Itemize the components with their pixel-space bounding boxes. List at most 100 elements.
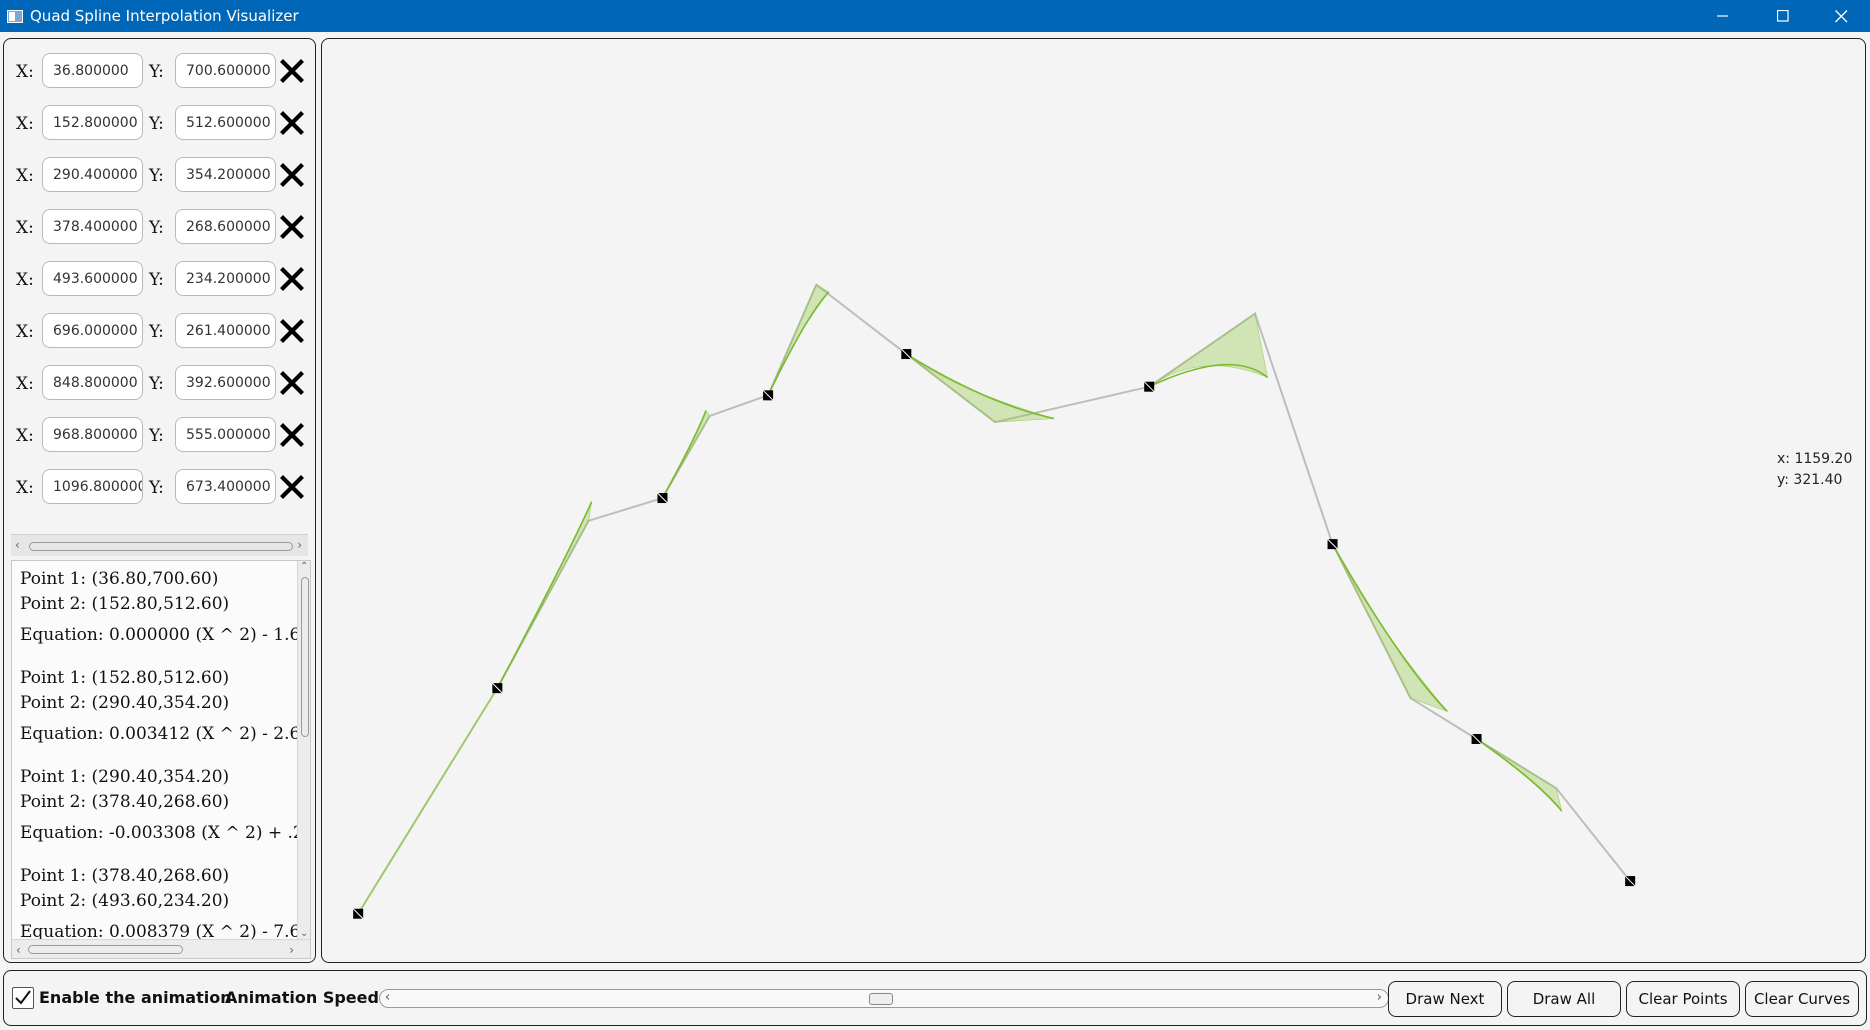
point-row: X: 1096.800000 Y: 673.400000	[4, 469, 314, 507]
x-field[interactable]: 968.800000	[42, 417, 143, 452]
y-field[interactable]: 234.200000	[175, 261, 276, 296]
y-field[interactable]: 354.200000	[175, 157, 276, 192]
slider-right-icon[interactable]: ›	[1376, 990, 1382, 1005]
y-label: Y:	[149, 166, 164, 186]
spline-segment	[1331, 543, 1448, 712]
scroll-up-icon[interactable]: ⌃	[300, 561, 309, 572]
point-marker[interactable]	[352, 908, 364, 920]
y-field[interactable]: 392.600000	[175, 365, 276, 400]
segment-equation: Equation: 0.000000 (X ^ 2) - 1.620	[20, 625, 311, 645]
y-field[interactable]: 673.400000	[175, 469, 276, 504]
spline-segment	[661, 410, 707, 499]
x-field[interactable]: 378.400000	[42, 209, 143, 244]
close-button[interactable]	[1812, 0, 1870, 32]
point-row: X: 290.400000 Y: 354.200000	[4, 157, 314, 195]
point-marker[interactable]	[1143, 381, 1155, 393]
y-label: Y:	[149, 426, 164, 446]
x-field[interactable]: 290.400000	[42, 157, 143, 192]
minimize-button[interactable]	[1694, 0, 1752, 32]
y-field[interactable]: 268.600000	[175, 209, 276, 244]
x-field[interactable]: 152.800000	[42, 105, 143, 140]
y-label: Y:	[149, 478, 164, 498]
x-label: X:	[16, 218, 34, 238]
spline-plot[interactable]	[322, 39, 1866, 963]
scroll-down-icon[interactable]: ⌄	[300, 928, 309, 939]
spline-segment	[1476, 738, 1563, 812]
delete-point-icon[interactable]	[280, 423, 304, 447]
clear-curves-button[interactable]: Clear Curves	[1745, 981, 1859, 1017]
draw-all-button[interactable]: Draw All	[1507, 981, 1621, 1017]
scroll-thumb[interactable]	[28, 945, 183, 954]
equation-entry: Point 1: (36.80,700.60) Point 2: (152.80,…	[20, 567, 311, 648]
drawing-canvas[interactable]: x: 1159.20 y: 321.40	[321, 38, 1866, 963]
x-label: X:	[16, 426, 34, 446]
delete-point-icon[interactable]	[280, 319, 304, 343]
equations-horizontal-scrollbar[interactable]: ‹ ›	[12, 939, 310, 958]
scroll-left-icon[interactable]: ‹	[15, 538, 20, 552]
segment-point-1: Point 1: (378.40,268.60)	[20, 866, 230, 886]
equations-list: Point 1: (36.80,700.60) Point 2: (152.80,…	[11, 560, 311, 959]
delete-point-icon[interactable]	[280, 111, 304, 135]
draw-next-button[interactable]: Draw Next	[1388, 981, 1502, 1017]
delete-point-icon[interactable]	[280, 59, 304, 83]
scroll-left-icon[interactable]: ‹	[16, 943, 21, 957]
control-bar: Enable the animation Animation Speed: ‹ …	[3, 970, 1867, 1026]
point-marker[interactable]	[1327, 538, 1338, 550]
points-horizontal-scrollbar[interactable]: ‹ ›	[11, 534, 308, 556]
point-row: X: 378.400000 Y: 268.600000	[4, 209, 314, 247]
delete-point-icon[interactable]	[280, 371, 304, 395]
delete-point-icon[interactable]	[280, 215, 304, 239]
point-marker[interactable]	[762, 389, 774, 401]
point-marker[interactable]	[1624, 875, 1636, 887]
equations-vertical-scrollbar[interactable]: ⌃ ⌄	[297, 561, 310, 939]
delete-point-icon[interactable]	[280, 267, 304, 291]
curve-sweep	[1332, 543, 1449, 713]
animation-speed-slider[interactable]: ‹ ›	[379, 989, 1389, 1008]
cursor-coordinates: x: 1159.20 y: 321.40	[1777, 449, 1852, 491]
x-field[interactable]: 493.600000	[42, 261, 143, 296]
x-label: X:	[16, 374, 34, 394]
x-label: X:	[16, 478, 34, 498]
scroll-thumb[interactable]	[301, 577, 309, 737]
segment-point-1: Point 1: (152.80,512.60)	[20, 668, 230, 688]
segment-point-2: Point 2: (493.60,234.20)	[20, 891, 230, 911]
equation-entry: Point 1: (290.40,354.20) Point 2: (378.40…	[20, 765, 311, 846]
maximize-button[interactable]	[1754, 0, 1812, 32]
point-row: X: 152.800000 Y: 512.600000	[4, 105, 314, 143]
enable-animation-checkbox[interactable]	[12, 987, 34, 1009]
clear-points-button[interactable]: Clear Points	[1626, 981, 1740, 1017]
animation-speed-label: Animation Speed:	[225, 988, 386, 1007]
point-marker[interactable]	[492, 682, 503, 694]
point-marker[interactable]	[1471, 733, 1482, 745]
x-field[interactable]: 696.000000	[42, 313, 143, 348]
point-marker[interactable]	[900, 348, 912, 360]
segment-equation: Equation: 0.003412 (X ^ 2) - 2.663	[20, 724, 311, 744]
title-bar: Quad Spline Interpolation Visualizer	[0, 0, 1870, 32]
equation-entry: Point 1: (152.80,512.60) Point 2: (290.40…	[20, 666, 311, 747]
x-field[interactable]: 36.800000	[42, 53, 143, 88]
x-field[interactable]: 848.800000	[42, 365, 143, 400]
point-row: X: 493.600000 Y: 234.200000	[4, 261, 314, 299]
y-field[interactable]: 512.600000	[175, 105, 276, 140]
scroll-thumb[interactable]	[29, 542, 293, 551]
cursor-y: y: 321.40	[1777, 472, 1843, 488]
scroll-right-icon[interactable]: ›	[289, 943, 294, 957]
y-field[interactable]: 700.600000	[175, 53, 276, 88]
spline-segment	[1148, 363, 1269, 388]
y-field[interactable]: 261.400000	[175, 313, 276, 348]
slider-thumb[interactable]	[869, 993, 893, 1005]
curve-sweep	[767, 284, 830, 396]
y-field[interactable]: 555.000000	[175, 417, 276, 452]
maximize-icon	[1777, 10, 1789, 22]
x-label: X:	[16, 62, 34, 82]
y-label: Y:	[149, 114, 164, 134]
x-field[interactable]: 1096.800000	[42, 469, 143, 504]
segment-equation: Equation: -0.003308 (X ^ 2) + .239	[20, 823, 311, 843]
slider-left-icon[interactable]: ‹	[385, 990, 391, 1005]
point-marker[interactable]	[657, 492, 668, 504]
x-label: X:	[16, 270, 34, 290]
delete-point-icon[interactable]	[280, 163, 304, 187]
scroll-right-icon[interactable]: ›	[297, 538, 302, 552]
app-icon	[7, 9, 23, 23]
delete-point-icon[interactable]	[280, 475, 304, 499]
